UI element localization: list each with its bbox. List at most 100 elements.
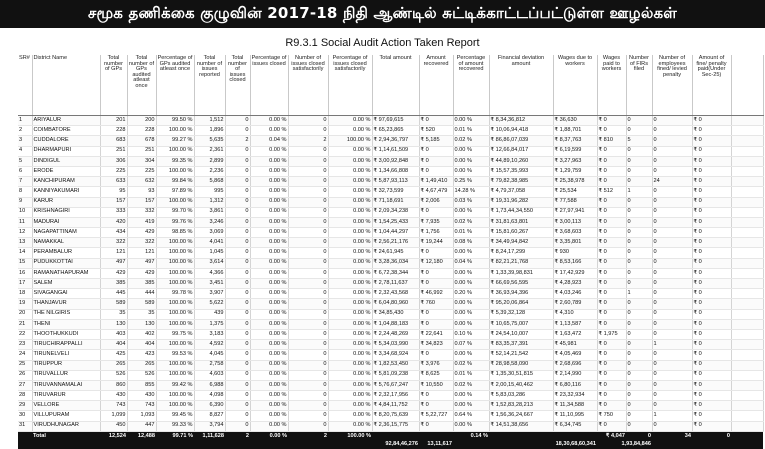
table-cell-spacer <box>731 166 764 178</box>
table-cell: ₹ 8,37,763 <box>553 135 598 147</box>
table-cell-spacer <box>731 400 764 412</box>
table-cell: 0 <box>652 135 693 147</box>
table-row: 30 VILLUPURAM 1,099 1,093 99.45 % 8,827 0 0.00 … <box>18 410 764 422</box>
table-cell: ₹ 0 <box>692 146 732 157</box>
table-cell: ₹ 2,60,789 <box>553 298 598 310</box>
column-spacer <box>731 55 764 116</box>
table-row: 27 TIRUVANNAMALAI 860 855 99.42 % 6,988 0 0.00 … <box>18 380 764 392</box>
table-cell: 385 <box>100 278 128 290</box>
table-cell: 429 <box>127 268 157 280</box>
table-cell: 24 <box>652 176 693 188</box>
table-cell: 3,614 <box>194 258 226 269</box>
table-cell: 683 <box>100 135 128 147</box>
table-cell: 430 <box>100 390 128 402</box>
table-cell: ₹ 0 <box>597 237 627 249</box>
table-cell: 0 <box>626 390 653 402</box>
table-cell: ₹ 0 <box>692 288 732 300</box>
table-cell-spacer <box>731 156 764 167</box>
table-cell: ₹ 36,630 <box>553 115 598 127</box>
table-cell: 12 <box>18 227 33 239</box>
table-cell: ₹ 0 <box>597 115 627 127</box>
table-row: 29 VELLORE 743 743 100.00 % 6,390 0 0.00 % 0 0.00… <box>18 400 764 412</box>
table-cell: 4,603 <box>194 370 226 381</box>
total-cell <box>419 431 453 441</box>
table-cell: 0 <box>225 329 251 341</box>
table-cell: ₹ 27,97,941 <box>553 207 598 218</box>
table-cell: 0 <box>652 319 693 330</box>
table-cell: 0.00 % <box>453 298 490 310</box>
table-cell: 0 <box>225 288 251 300</box>
total-cell: 12,524 <box>100 431 127 441</box>
table-cell: ₹ 23,32,934 <box>553 390 598 402</box>
table-cell: 3,794 <box>194 421 226 432</box>
table-row: 8 KANNIYAKUMARI 95 93 97.89 % 995 0 0.00 % 0 0.00… <box>18 186 764 198</box>
table-cell: 0 <box>288 410 329 422</box>
table-cell: 31 <box>18 421 33 432</box>
table-row: 3 CUDDALORE 683 678 99.27 % 5,635 2 0.04 % 2 100.… <box>18 135 764 147</box>
table-cell: ₹ 46,992 <box>419 288 454 300</box>
table-cell: 0.00 % <box>328 227 373 239</box>
table-cell: ₹ 3,28,36,034 <box>372 258 420 269</box>
table-cell: 434 <box>100 227 128 239</box>
table-cell: 100.00 % <box>156 400 195 412</box>
table-cell: VELLORE <box>32 400 101 412</box>
table-cell: 100.00 % <box>156 298 195 310</box>
column-header: Number of issues closed satisfactorily <box>288 55 329 116</box>
table-cell: 0 <box>225 319 251 330</box>
table-cell: 8 <box>18 186 33 198</box>
table-cell: 0 <box>288 278 329 290</box>
table-cell: 444 <box>127 288 157 300</box>
table-cell: 0.07 % <box>453 339 490 351</box>
table-cell: ₹ 6,80,116 <box>553 380 598 392</box>
table-cell: 0 <box>652 115 693 127</box>
table-cell: 0 <box>225 370 251 381</box>
column-header: Percentage of issues closed <box>250 55 289 116</box>
table-cell: 2 <box>225 135 251 147</box>
table-cell: 0 <box>288 288 329 300</box>
table-cell: 0.64 % <box>453 410 490 422</box>
table-cell: 0 <box>288 156 329 167</box>
table-cell: ₹ 760 <box>419 298 454 310</box>
table-cell-spacer <box>731 227 764 239</box>
table-cell: ₹ 1,52,83,28,213 <box>489 400 554 412</box>
table-cell: ₹ 0 <box>692 339 732 351</box>
table-cell: 1,896 <box>194 125 226 137</box>
table-cell: ₹ 2,00,15,40,462 <box>489 380 554 392</box>
table-cell: 633 <box>100 176 128 188</box>
table-cell: 0 <box>288 258 329 269</box>
table-cell: 0 <box>626 217 653 229</box>
table-cell: 100.00 % <box>156 278 195 290</box>
table-cell: 0.00 % <box>250 237 289 249</box>
table-cell: THANJAVUR <box>32 298 101 310</box>
table-cell: 228 <box>127 125 157 137</box>
table-cell: 0 <box>626 370 653 381</box>
table-cell: 99.76 % <box>156 217 195 229</box>
table-cell: ₹ 5,185 <box>419 135 454 147</box>
table-cell: ₹ 0 <box>692 390 732 402</box>
table-cell: 0.00 % <box>250 217 289 229</box>
table-cell: ₹ 1,82,53,450 <box>372 360 420 371</box>
table-cell: TIRUVARUR <box>32 390 101 402</box>
table-cell: ₹ 0 <box>597 390 627 402</box>
table-cell-spacer <box>731 360 764 371</box>
table-cell: KANNIYAKUMARI <box>32 186 101 198</box>
table-cell: 0 <box>225 197 251 208</box>
table-cell: 100.00 % <box>156 125 195 137</box>
table-cell: ₹ 34,49,94,842 <box>489 237 554 249</box>
table-cell: ₹ 3,00,113 <box>553 217 598 229</box>
column-header: Percentage of issues closed satisfactori… <box>328 55 373 116</box>
table-row: 12 NAGAPATTINAM 434 429 98.85 % 3,069 0 0.00 % 0… <box>18 227 764 239</box>
total-cell: 1,11,628 <box>194 431 225 441</box>
table-cell: 0 <box>288 360 329 371</box>
table-cell: PERAMBALUR <box>32 247 101 259</box>
table-cell: ₹ 0 <box>692 410 732 422</box>
table-cell: 0 <box>652 298 693 310</box>
table-cell: 251 <box>100 146 128 157</box>
table-cell: 0.00 % <box>328 288 373 300</box>
table-cell: 100.00 % <box>156 360 195 371</box>
table-row: 4 DHARMAPURI 251 251 100.00 % 2,361 0 0.00 % 0 0.… <box>18 146 764 157</box>
table-cell: 0.00 % <box>328 370 373 381</box>
table-cell: 157 <box>127 197 157 208</box>
table-cell: 2 <box>288 135 329 147</box>
table-cell: 0.00 % <box>250 298 289 310</box>
